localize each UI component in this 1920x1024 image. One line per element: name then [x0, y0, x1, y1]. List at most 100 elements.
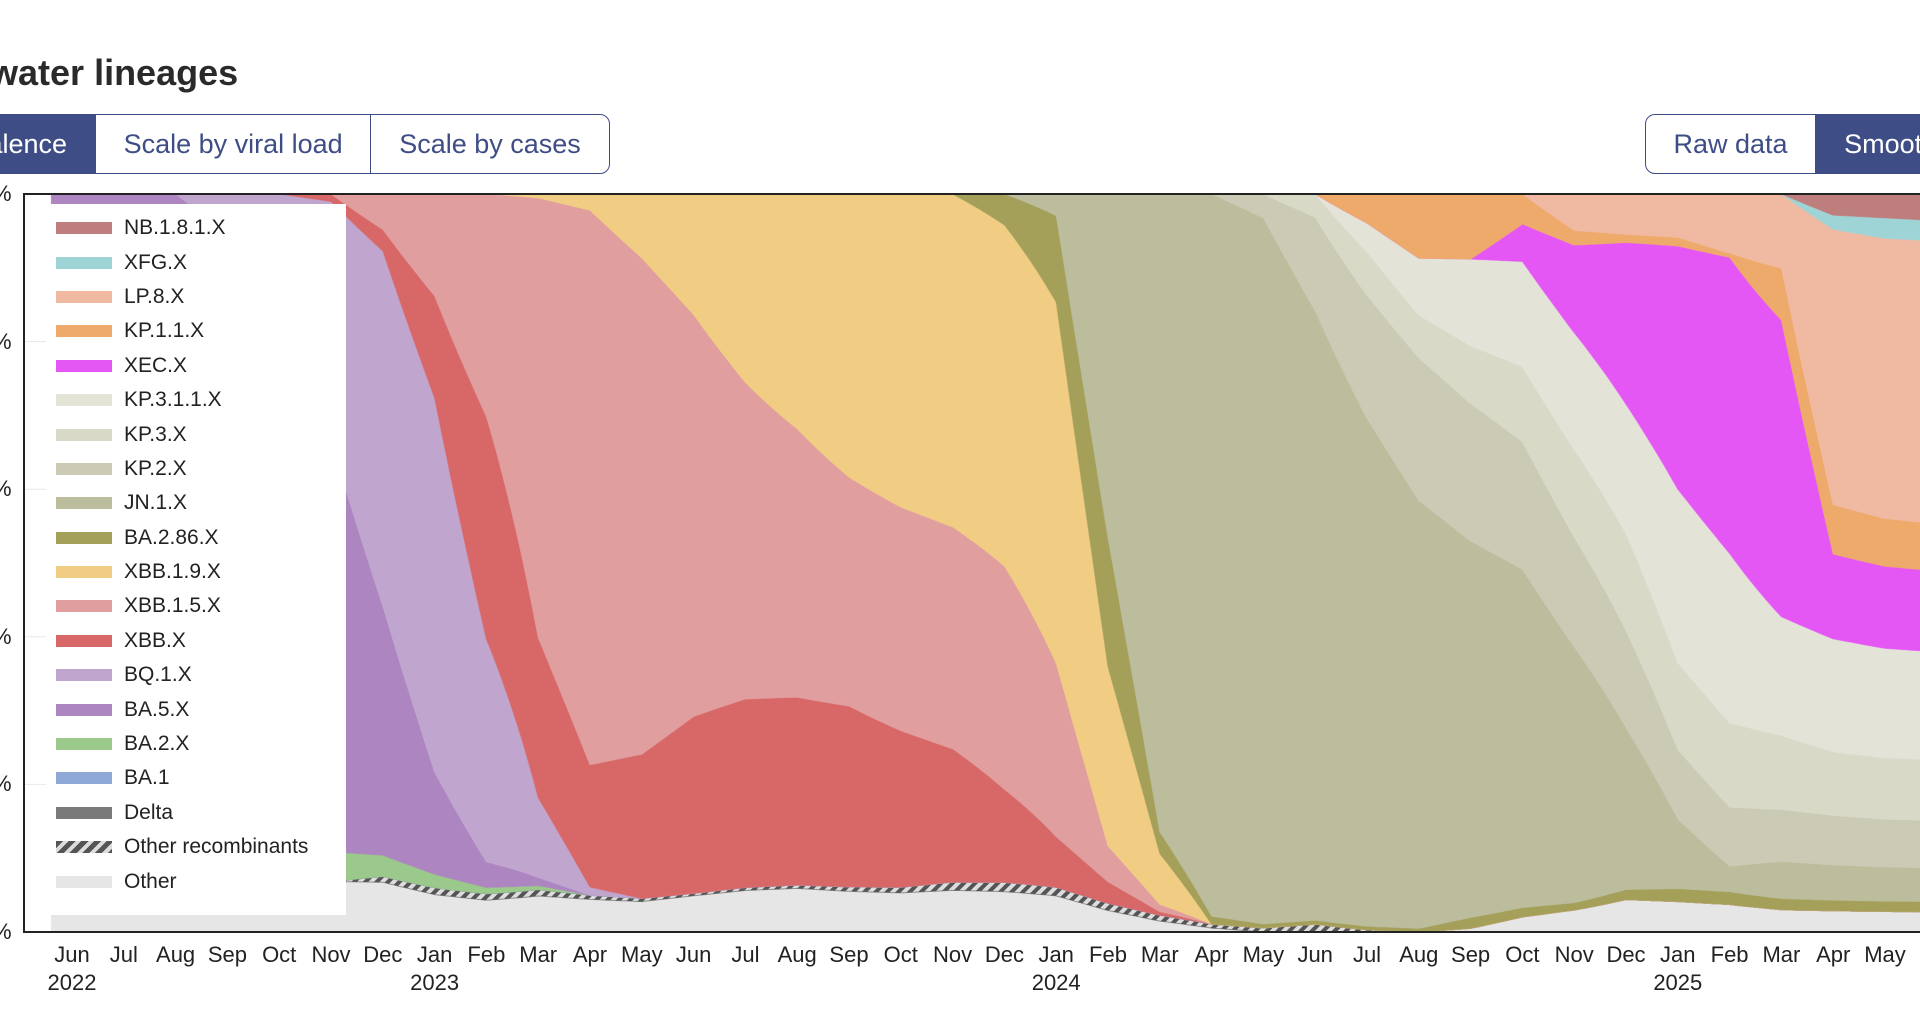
prevalence-button[interactable]: alence	[0, 114, 97, 174]
legend-swatch	[56, 256, 112, 269]
x-tick-label: Apr	[1816, 942, 1851, 967]
y-tick-label: %	[0, 919, 12, 945]
legend-item[interactable]: Other	[46, 864, 346, 898]
legend-item[interactable]: Other recombinants	[46, 830, 346, 864]
data-mode-group: Raw data Smoot	[1644, 114, 1920, 176]
y-tick-label: %	[0, 329, 12, 355]
area-series	[50, 193, 1920, 933]
legend-label: BQ.1.X	[124, 663, 192, 687]
legend-item[interactable]: XBB.1.9.X	[46, 555, 346, 589]
x-tick-label: Dec	[363, 942, 403, 967]
legend-swatch	[56, 462, 112, 475]
x-tick-label: Apr	[572, 942, 608, 967]
chart-title: ewater lineages	[0, 52, 239, 93]
legend-swatch	[56, 290, 112, 303]
legend-item[interactable]: BA.2.X	[46, 727, 346, 761]
x-tick-label: May	[621, 942, 663, 967]
x-tick-label: Feb	[1089, 942, 1127, 967]
legend-swatch	[56, 669, 112, 682]
legend-label: KP.3.X	[124, 422, 187, 446]
legend-swatch	[56, 806, 112, 819]
legend-swatch	[56, 497, 112, 510]
x-tick-label: Jan	[1038, 942, 1074, 967]
legend-item[interactable]: Delta	[46, 796, 346, 830]
x-tick-label: Aug	[156, 942, 196, 967]
x-tick-label: Jan	[1660, 942, 1696, 967]
legend-swatch	[56, 531, 112, 544]
legend-swatch	[56, 703, 112, 716]
x-tick-label: Nov	[311, 942, 351, 967]
legend-item[interactable]: KP.3.X	[46, 417, 346, 451]
legend-item[interactable]: LP.8.X	[46, 280, 346, 314]
year-label: 2023	[410, 970, 460, 995]
legend-item[interactable]: BQ.1.X	[46, 658, 346, 692]
legend-label: XBB.1.9.X	[124, 560, 221, 584]
legend-label: XBB.1.5.X	[124, 594, 221, 618]
x-tick-label: Sep	[207, 942, 247, 967]
y-tick-label: %	[0, 624, 12, 650]
smoothed-button[interactable]: Smoot	[1815, 114, 1920, 174]
legend-swatch	[56, 359, 112, 372]
x-tick-label: Sep	[829, 942, 869, 967]
scale-mode-group: alence Scale by viral load Scale by case…	[0, 114, 610, 176]
x-tick-label: Oct	[883, 942, 918, 967]
x-tick-label: Apr	[1194, 942, 1229, 967]
legend-label: NB.1.8.1.X	[124, 216, 226, 240]
y-tick-label: %	[0, 771, 12, 797]
legend-item[interactable]: JN.1.X	[46, 486, 346, 520]
x-tick-label: Oct	[1505, 942, 1540, 967]
x-tick-label: Nov	[933, 942, 973, 967]
legend-label: XEC.X	[124, 353, 188, 377]
x-tick-label: Feb	[467, 942, 506, 967]
legend-swatch	[56, 222, 112, 235]
legend-item[interactable]: XEC.X	[46, 349, 346, 383]
legend-item[interactable]: KP.3.1.1.X	[46, 383, 346, 417]
scale-by-viral-load-button[interactable]: Scale by viral load	[94, 114, 372, 174]
legend-label: Other recombinants	[124, 835, 309, 859]
legend-item[interactable]: BA.1	[46, 761, 346, 795]
legend-label: LP.8.X	[124, 284, 185, 308]
x-tick-label: Sep	[1451, 942, 1491, 967]
legend-swatch	[56, 738, 112, 751]
year-label: 2025	[1653, 970, 1703, 995]
x-tick-label: May	[1864, 942, 1906, 967]
legend-label: JN.1.X	[124, 491, 188, 515]
legend-item[interactable]: KP.2.X	[46, 452, 346, 486]
legend-label: XBB.X	[124, 628, 186, 652]
x-tick-label: Jun	[54, 942, 90, 967]
legend-swatch	[56, 772, 112, 785]
legend-item[interactable]: XBB.1.5.X	[46, 589, 346, 623]
legend-swatch	[56, 428, 112, 441]
x-tick-label: Feb	[1710, 942, 1749, 967]
legend-item[interactable]: XBB.X	[46, 624, 346, 658]
legend-label: Delta	[124, 800, 174, 824]
legend-swatch	[56, 566, 112, 579]
x-tick-label: Mar	[1762, 942, 1801, 967]
x-tick-label: Jun	[675, 942, 712, 967]
x-tick-label: May	[1242, 942, 1285, 967]
legend-item[interactable]: BA.2.86.X	[46, 521, 346, 555]
legend-label: BA.2.X	[124, 732, 190, 756]
legend-swatch	[56, 875, 112, 888]
year-label: 2024	[1031, 970, 1081, 995]
legend-label: Other	[124, 869, 177, 893]
x-tick-label: Jan	[416, 942, 453, 967]
legend-label: BA.1	[124, 766, 170, 790]
scale-by-cases-button[interactable]: Scale by cases	[370, 114, 610, 174]
legend-swatch	[56, 600, 112, 613]
x-tick-label: Aug	[1399, 942, 1439, 967]
legend-item[interactable]: BA.5.X	[46, 692, 346, 726]
legend-label: KP.2.X	[124, 456, 187, 480]
legend-item[interactable]: XFG.X	[46, 245, 346, 279]
legend-label: KP.1.1.X	[124, 319, 205, 343]
x-tick-label: Nov	[1554, 942, 1594, 967]
legend-item[interactable]: NB.1.8.1.X	[46, 211, 346, 245]
year-label: 2022	[47, 970, 97, 995]
legend-label: XFG.X	[124, 250, 188, 274]
x-tick-label: Aug	[777, 942, 817, 967]
legend-item[interactable]: KP.1.1.X	[46, 314, 346, 348]
legend-swatch	[56, 634, 112, 647]
x-tick-label: Jul	[1352, 942, 1382, 967]
legend-label: BA.5.X	[124, 697, 190, 721]
raw-data-button[interactable]: Raw data	[1644, 114, 1817, 174]
